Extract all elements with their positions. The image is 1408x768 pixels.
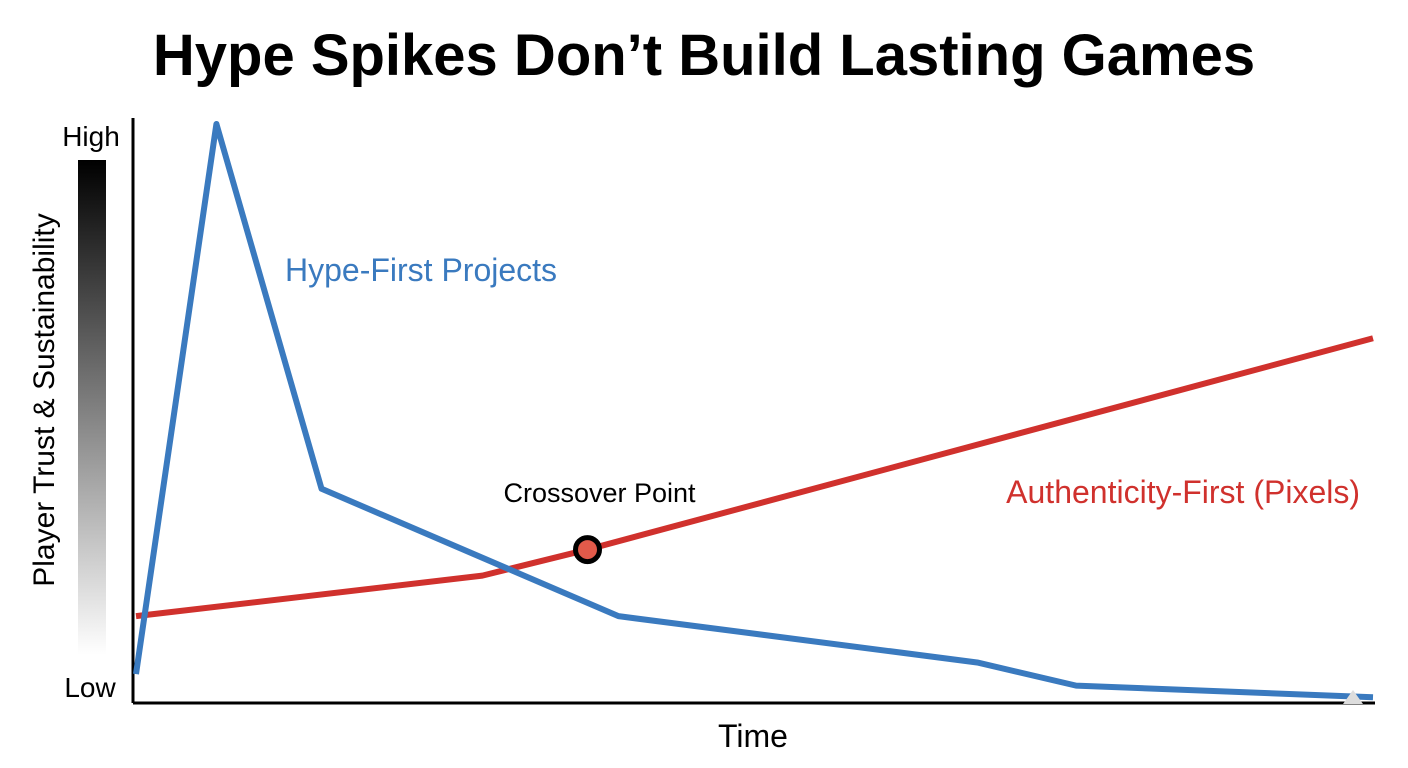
y-tick-label-high: High (62, 121, 120, 152)
series-line-authenticity-first (135, 335, 1374, 620)
crossover-point-marker (573, 535, 603, 565)
series-label-authenticity-first: Authenticity-First (Pixels) (1006, 474, 1360, 510)
y-gradient-bar (78, 160, 106, 655)
series-label-hype-first: Hype-First Projects (285, 252, 557, 288)
corner-marker-icon (1343, 690, 1363, 704)
chart-title: Hype Spikes Don’t Build Lasting Games (153, 23, 1255, 88)
annotation-crossover-label: Crossover Point (503, 478, 696, 508)
y-axis-title: Player Trust & Sustainability (28, 213, 61, 587)
y-tick-label-low: Low (64, 672, 116, 703)
x-axis-title: Time (718, 718, 788, 754)
series-line-hype-first (133, 121, 1374, 701)
